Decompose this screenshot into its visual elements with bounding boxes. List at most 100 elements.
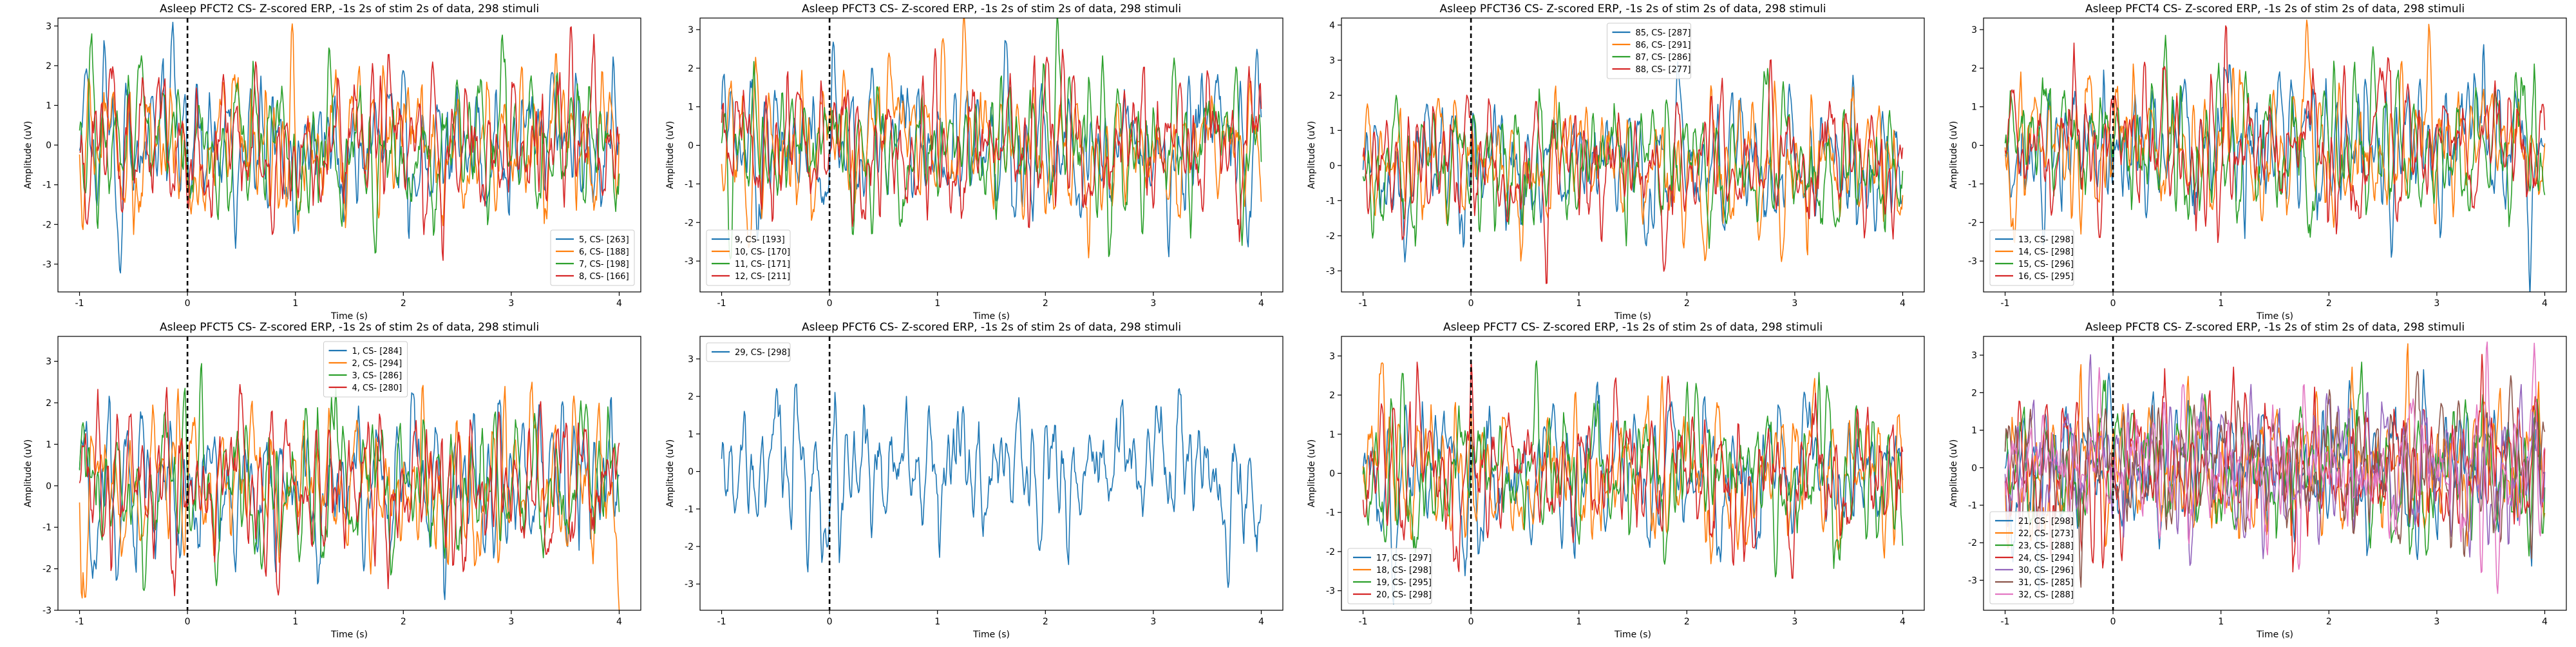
x-axis-label: Time (s) xyxy=(2256,630,2293,640)
legend-box xyxy=(550,229,635,286)
series-line xyxy=(1362,362,1904,565)
y-tick-label: 0 xyxy=(1329,161,1335,171)
series-line xyxy=(79,363,620,592)
series-line xyxy=(79,392,620,601)
legend-box xyxy=(706,229,791,286)
x-tick-label: -1 xyxy=(1359,617,1368,627)
y-tick-label: 2 xyxy=(688,64,694,74)
x-tick-label: -1 xyxy=(75,617,84,627)
series-line xyxy=(79,33,620,254)
x-tick-label: 3 xyxy=(2434,298,2439,309)
y-tick-label: 1 xyxy=(46,101,52,111)
axes-frame xyxy=(699,17,1283,293)
x-tick-label: 0 xyxy=(2110,298,2116,309)
x-tick-label: 0 xyxy=(185,617,191,627)
y-tick-label: 2 xyxy=(1971,64,1977,74)
y-tick-label: 3 xyxy=(46,21,52,32)
y-tick-label: 2 xyxy=(1329,391,1335,401)
x-tick-label: -1 xyxy=(1359,298,1368,309)
x-axis-label: Time (s) xyxy=(2256,311,2293,322)
x-tick-label: 0 xyxy=(827,298,833,309)
series-line xyxy=(721,18,1262,258)
y-tick-label: 3 xyxy=(1971,351,1977,361)
x-tick-label: 4 xyxy=(2542,617,2548,627)
legend-entry: 13, CS- [298] xyxy=(2018,235,2074,245)
chart-title: Asleep PFCT7 CS- Z-scored ERP, -1s 2s of… xyxy=(1443,321,1823,334)
axes-frame xyxy=(1983,17,2567,293)
x-tick-label: 1 xyxy=(292,617,298,627)
y-tick-label: 2 xyxy=(688,392,694,402)
legend-entry: 20, CS- [298] xyxy=(1376,590,1432,600)
y-tick-label: 0 xyxy=(1329,469,1335,479)
y-tick-label: 3 xyxy=(1329,55,1335,66)
y-tick-label: -1 xyxy=(43,523,52,533)
x-tick-label: 4 xyxy=(1900,617,1906,627)
y-tick-label: -2 xyxy=(1326,231,1335,242)
axes-frame xyxy=(1983,336,2567,611)
y-tick-label: -2 xyxy=(1326,547,1335,557)
y-tick-label: 1 xyxy=(1971,426,1977,436)
legend-entry: 86, CS- [291] xyxy=(1636,41,1691,50)
y-tick-label: -2 xyxy=(685,218,694,228)
x-axis-label: Time (s) xyxy=(1614,311,1651,322)
legend: 85, CS- [287] 86, CS- [291] 87, CS- [286] 8… xyxy=(1607,23,1691,79)
legend-entry: 16, CS- [295] xyxy=(2018,272,2074,282)
legend: 29, CS- [298] xyxy=(706,342,791,362)
y-tick-label: 2 xyxy=(1329,91,1335,101)
x-tick-label: 2 xyxy=(1043,617,1048,627)
y-tick-label: -1 xyxy=(43,180,52,191)
x-tick-label: 0 xyxy=(827,617,833,627)
legend-entry: 4, CS- [280] xyxy=(352,383,402,393)
x-tick-label: 3 xyxy=(1150,617,1156,627)
legend: 1, CS- [284] 2, CS- [294] 3, CS- [286] 4, C… xyxy=(323,341,408,398)
series-line xyxy=(721,18,1262,260)
chart-panel: -1 0 1 2 3 4 -3 -2 -1 0 1 2 3 Asleep PFCT8 CS- Z-scor… xyxy=(1949,321,2567,640)
x-tick-label: 1 xyxy=(934,298,940,309)
traces xyxy=(2004,341,2546,594)
legend-entry: 23, CS- [288] xyxy=(2018,541,2074,551)
x-tick-label: 2 xyxy=(1684,298,1690,309)
y-tick-label: 0 xyxy=(46,481,52,492)
legend-box xyxy=(706,342,791,362)
series-line xyxy=(721,40,1262,258)
y-tick-label: -3 xyxy=(1326,266,1335,276)
y-tick-label: 1 xyxy=(688,429,694,439)
y-tick-label: 0 xyxy=(46,140,52,151)
x-tick-label: 2 xyxy=(1684,617,1690,627)
chart-panel: -1 0 1 2 3 4 -3 -2 -1 0 1 2 3 Asleep PFCT2 CS- Z-scor… xyxy=(23,3,641,322)
y-tick-label: 3 xyxy=(1971,25,1977,35)
legend-entry: 87, CS- [286] xyxy=(1636,53,1691,63)
series-line xyxy=(721,383,1262,588)
legend-entry: 32, CS- [288] xyxy=(2018,590,2074,600)
legend-entry: 18, CS- [298] xyxy=(1376,566,1432,575)
legend: 17, CS- [297] 18, CS- [298] 19, CS- [295] 2… xyxy=(1347,548,1432,604)
y-axis-label: Amplitude (uV) xyxy=(1307,121,1317,189)
traces xyxy=(1362,59,1904,284)
chart-title: Asleep PFCT3 CS- Z-scored ERP, -1s 2s of… xyxy=(802,3,1181,15)
y-tick-label: -3 xyxy=(1326,586,1335,597)
legend-entry: 2, CS- [294] xyxy=(352,359,402,369)
x-axis-label: Time (s) xyxy=(972,311,1010,322)
y-tick-label: 3 xyxy=(688,25,694,35)
legend-entry: 9, CS- [193] xyxy=(735,235,785,245)
legend-entry: 19, CS- [295] xyxy=(1376,578,1432,588)
y-tick-label: 2 xyxy=(46,61,52,72)
y-tick-label: -3 xyxy=(43,606,52,616)
chart-panel: -1 0 1 2 3 4 -3 -2 -1 0 1 2 3 Asleep PFCT7 CS- Z-scor… xyxy=(1307,321,1925,640)
series-line xyxy=(2004,25,2546,244)
chart-title: Asleep PFCT36 CS- Z-scored ERP, -1s 2s o… xyxy=(1440,3,1826,15)
y-tick-label: -1 xyxy=(1968,179,1977,189)
x-tick-label: 0 xyxy=(1468,298,1474,309)
y-tick-label: -3 xyxy=(43,260,52,270)
x-tick-label: -1 xyxy=(717,617,726,627)
legend-entry: 88, CS- [277] xyxy=(1636,65,1691,75)
legend: 9, CS- [193] 10, CS- [170] 11, CS- [171] 12… xyxy=(706,229,791,286)
traces xyxy=(721,383,1262,588)
legend-box xyxy=(1607,23,1691,79)
legend-entry: 11, CS- [171] xyxy=(735,260,790,269)
y-tick-label: -1 xyxy=(1326,196,1335,206)
legend-entry: 30, CS- [296] xyxy=(2018,566,2074,575)
chart-title: Asleep PFCT5 CS- Z-scored ERP, -1s 2s of… xyxy=(160,321,539,334)
y-tick-label: -3 xyxy=(1968,575,1977,586)
